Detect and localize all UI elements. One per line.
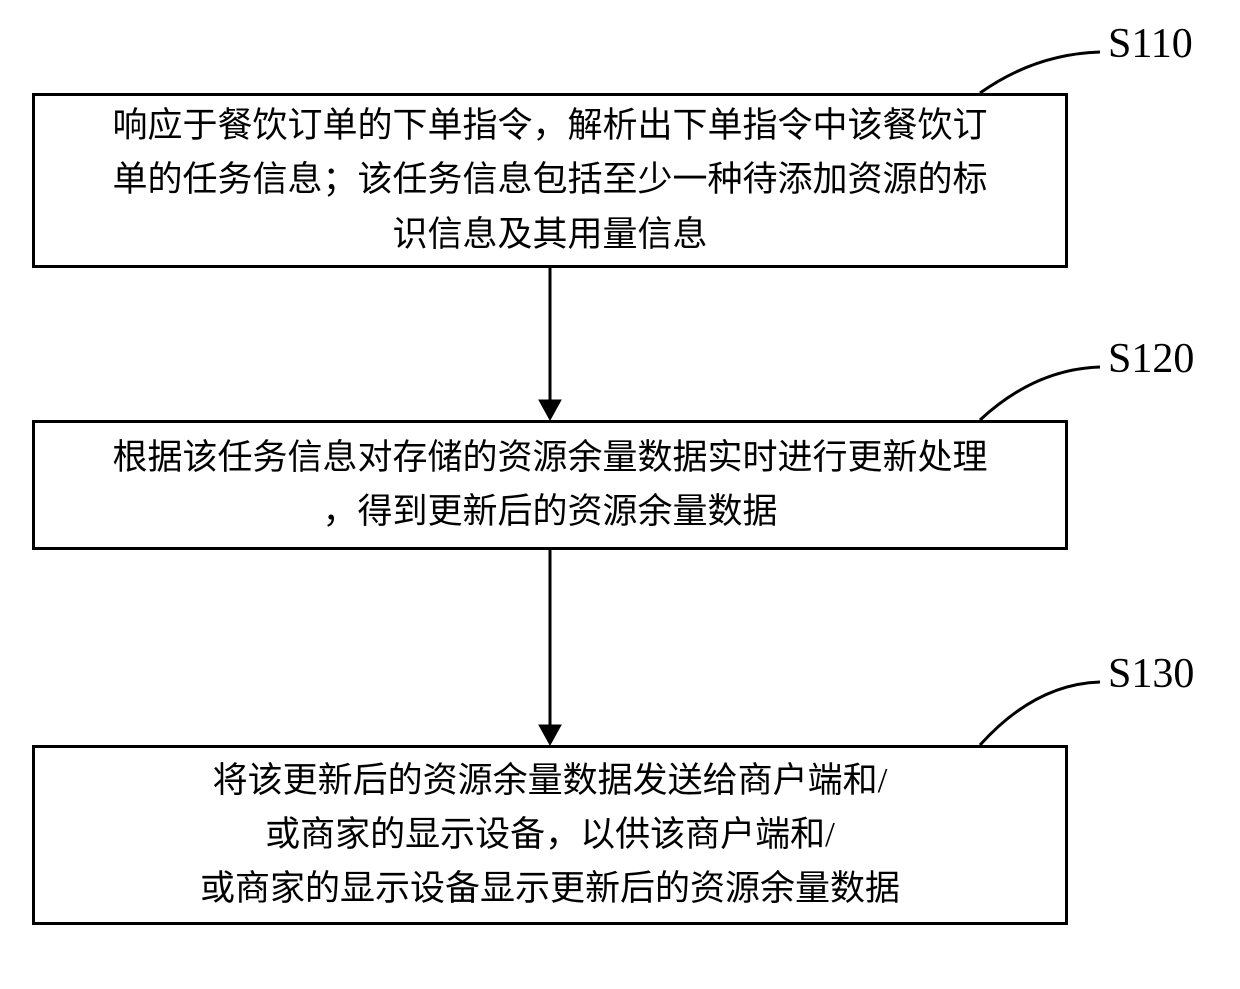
flowchart-canvas: 响应于餐饮订单的下单指令，解析出下单指令中该餐饮订单的任务信息；该任务信息包括至…: [0, 0, 1240, 989]
connector-layer: [0, 0, 1240, 989]
